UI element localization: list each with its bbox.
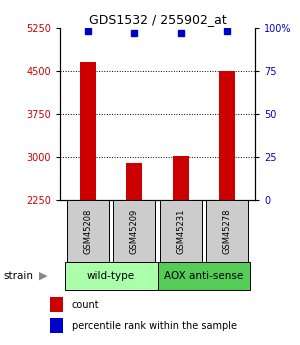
Bar <box>113 200 155 262</box>
Text: count: count <box>72 300 100 310</box>
Bar <box>50 318 63 333</box>
Text: ▶: ▶ <box>39 271 48 281</box>
Text: strain: strain <box>3 271 33 281</box>
Bar <box>219 71 235 200</box>
Text: percentile rank within the sample: percentile rank within the sample <box>72 321 237 331</box>
Bar <box>50 297 63 312</box>
Bar <box>158 262 250 290</box>
Bar <box>64 262 158 290</box>
Text: GSM45278: GSM45278 <box>223 208 232 254</box>
Text: GSM45209: GSM45209 <box>130 208 139 254</box>
Text: GSM45208: GSM45208 <box>83 208 92 254</box>
Bar <box>160 200 202 262</box>
Bar <box>206 200 248 262</box>
Bar <box>172 156 189 200</box>
Bar <box>67 200 109 262</box>
Bar <box>80 62 96 200</box>
Text: AOX anti-sense: AOX anti-sense <box>164 271 244 281</box>
Text: GSM45231: GSM45231 <box>176 208 185 254</box>
Bar <box>126 163 142 200</box>
Text: wild-type: wild-type <box>87 271 135 281</box>
Title: GDS1532 / 255902_at: GDS1532 / 255902_at <box>88 13 226 27</box>
